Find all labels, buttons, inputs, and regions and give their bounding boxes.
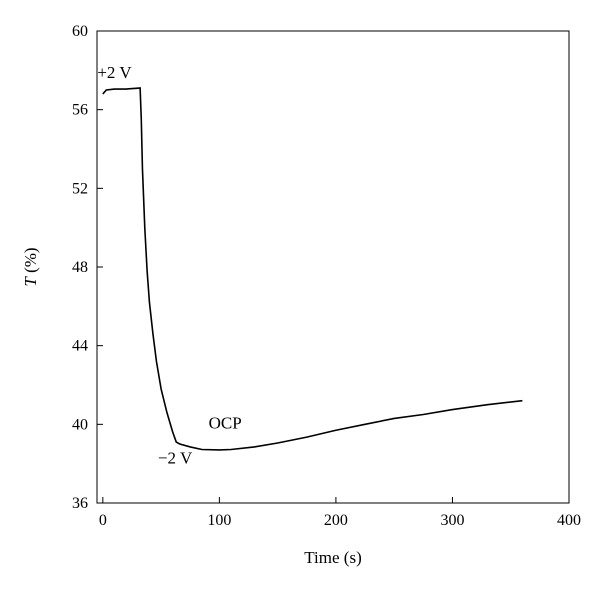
y-tick-label: 36 (72, 495, 88, 512)
annotation-label: OCP (209, 413, 242, 432)
annotation-label: +2 V (97, 63, 132, 82)
y-axis-label-symbol: T (21, 276, 40, 287)
plot-frame (96, 30, 570, 504)
y-tick-label: 52 (72, 180, 88, 197)
x-tick-label: 300 (440, 512, 464, 529)
annotations: +2 V OCP −2 V (97, 63, 241, 467)
y-axis-ticks: 36 40 44 48 52 56 60 (72, 23, 103, 512)
y-axis-label: T (%) (21, 247, 40, 286)
y-tick-label: 56 (72, 102, 88, 119)
series-line (102, 87, 523, 451)
y-tick-label: 60 (72, 23, 88, 40)
y-tick-label: 48 (72, 259, 88, 276)
x-tick-label: 0 (99, 512, 107, 529)
y-tick-label: 44 (72, 338, 88, 355)
x-axis-ticks: 0 100 200 300 400 (99, 497, 581, 529)
x-axis-label: Time (s) (304, 548, 361, 567)
x-tick-label: 200 (324, 512, 348, 529)
y-tick-label: 40 (72, 416, 88, 433)
x-tick-label: 100 (207, 512, 231, 529)
annotation-label: −2 V (158, 449, 193, 468)
y-axis-label-unit: (%) (21, 247, 40, 277)
x-tick-label: 400 (557, 512, 581, 529)
